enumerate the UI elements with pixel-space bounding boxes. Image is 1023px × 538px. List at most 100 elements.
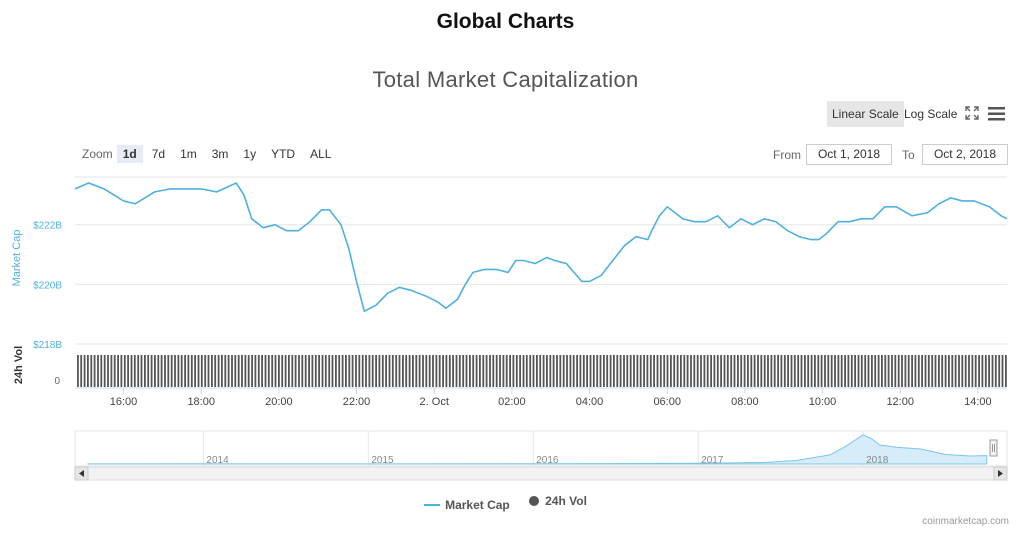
x-tick-label: 12:00 bbox=[886, 396, 914, 408]
volume-bar bbox=[767, 355, 769, 387]
volume-bar bbox=[425, 355, 428, 387]
navigator-frame bbox=[74, 430, 1008, 467]
volume-bar bbox=[921, 355, 923, 387]
scroll-right-button[interactable] bbox=[993, 466, 1008, 481]
x-tick-label: 16:00 bbox=[110, 396, 138, 408]
navigator-year-label: 2015 bbox=[371, 455, 394, 466]
linear-scale-button[interactable]: Linear Scale bbox=[827, 101, 904, 127]
volume-bar bbox=[499, 355, 501, 387]
zoom-all-button[interactable]: ALL bbox=[310, 147, 332, 161]
volume-bar bbox=[462, 355, 465, 387]
y-axis-label-market-cap: Market Cap bbox=[11, 230, 23, 287]
volume-bar bbox=[562, 355, 565, 387]
volume-bar bbox=[599, 355, 602, 387]
volume-bar bbox=[157, 355, 160, 387]
volume-bar bbox=[901, 355, 903, 387]
volume-bar bbox=[291, 355, 294, 387]
volume-bar bbox=[512, 355, 515, 387]
volume-bar bbox=[187, 355, 190, 387]
fullscreen-icon[interactable] bbox=[965, 106, 979, 120]
volume-bar bbox=[847, 355, 850, 387]
volume-bar bbox=[948, 355, 950, 387]
volume-bar bbox=[659, 355, 662, 387]
credits[interactable]: coinmarketcap.com bbox=[922, 516, 1009, 527]
volume-bar bbox=[405, 355, 408, 387]
volume-bar bbox=[783, 355, 786, 387]
scrollbar-track[interactable] bbox=[74, 466, 1008, 481]
volume-bar bbox=[887, 355, 890, 387]
legend-item-market-cap[interactable]: Market Cap bbox=[424, 498, 510, 512]
legend-item-volume[interactable]: 24h Vol bbox=[529, 494, 587, 508]
volume-bar bbox=[964, 355, 967, 387]
volume-bar bbox=[284, 355, 287, 387]
volume-bar bbox=[666, 355, 669, 387]
volume-bar bbox=[133, 355, 136, 387]
volume-bar bbox=[840, 355, 843, 387]
chart-title: Total Market Capitalization bbox=[372, 67, 639, 92]
volume-bar bbox=[100, 355, 103, 387]
volume-bar bbox=[730, 355, 733, 387]
log-scale-button[interactable]: Log Scale bbox=[904, 107, 958, 121]
x-tick-label: 14:00 bbox=[964, 396, 992, 408]
volume-bar bbox=[97, 355, 99, 387]
navigator-area bbox=[87, 434, 988, 465]
scroll-left-button[interactable] bbox=[74, 466, 89, 481]
volume-bar bbox=[723, 355, 726, 387]
volume-bar bbox=[304, 355, 307, 387]
volume-bar bbox=[247, 355, 250, 387]
to-date-input[interactable]: Oct 2, 2018 bbox=[922, 144, 1008, 165]
from-date-input[interactable]: Oct 1, 2018 bbox=[806, 144, 892, 165]
volume-bar bbox=[592, 355, 595, 387]
zoom-1m-button[interactable]: 1m bbox=[180, 147, 197, 161]
hamburger-menu-icon[interactable] bbox=[988, 107, 1005, 121]
volume-bar bbox=[804, 355, 806, 387]
volume-bar bbox=[177, 355, 180, 387]
volume-bar bbox=[331, 355, 334, 387]
volume-bar bbox=[877, 355, 880, 387]
market-cap-line bbox=[74, 181, 1008, 313]
volume-bar bbox=[345, 355, 347, 387]
zoom-ytd-button[interactable]: YTD bbox=[271, 147, 296, 161]
volume-bar bbox=[981, 355, 984, 387]
volume-bar bbox=[418, 355, 421, 387]
volume-bar bbox=[103, 355, 106, 387]
volume-bar bbox=[90, 355, 93, 387]
volume-bar bbox=[710, 355, 712, 387]
volume-bar bbox=[609, 355, 612, 387]
volume-bar bbox=[817, 355, 820, 387]
volume-bar bbox=[375, 355, 377, 387]
volume-bar bbox=[747, 355, 749, 387]
zoom-7d-button[interactable]: 7d bbox=[151, 147, 166, 161]
x-tick-label: 18:00 bbox=[187, 396, 215, 408]
volume-bar bbox=[445, 355, 448, 387]
volume-bar bbox=[539, 355, 542, 387]
volume-bar bbox=[489, 355, 491, 387]
navigator-grid bbox=[202, 431, 864, 466]
zoom-3m-button[interactable]: 3m bbox=[211, 147, 229, 161]
navigator-year-labels: 2014 2015 2016 2017 2018 bbox=[206, 455, 888, 466]
volume-bar bbox=[509, 355, 511, 387]
volume-bar bbox=[338, 355, 341, 387]
volume-bar bbox=[944, 355, 947, 387]
navigator-handle[interactable] bbox=[989, 439, 998, 457]
navigator-year-label: 2016 bbox=[536, 455, 559, 466]
volume-bar bbox=[335, 355, 337, 387]
zoom-1y-button[interactable]: 1y bbox=[243, 147, 257, 161]
volume-bar bbox=[656, 355, 659, 387]
volume-bar bbox=[676, 355, 679, 387]
volume-bar bbox=[458, 355, 461, 387]
page-title: Global Charts bbox=[436, 10, 575, 33]
volume-bar bbox=[475, 355, 478, 387]
volume-bar bbox=[871, 355, 873, 387]
volume-bar bbox=[435, 355, 438, 387]
zoom-1d-button[interactable]: 1d bbox=[116, 145, 143, 163]
volume-bar bbox=[355, 355, 357, 387]
volume-bar bbox=[391, 355, 394, 387]
volume-bar bbox=[770, 355, 773, 387]
volume-bar bbox=[559, 355, 562, 387]
volume-bar bbox=[646, 355, 649, 387]
volume-bar bbox=[378, 355, 381, 387]
volume-bar bbox=[737, 355, 739, 387]
volume-bar bbox=[777, 355, 779, 387]
volume-bar bbox=[234, 355, 237, 387]
